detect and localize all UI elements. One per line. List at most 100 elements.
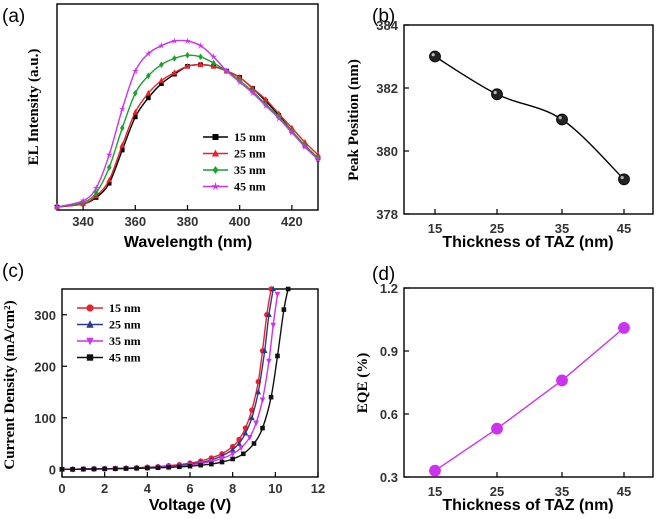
panel-d-point-45 bbox=[618, 321, 630, 334]
panel-c-point-45-nm-11 bbox=[177, 464, 182, 470]
panel-c-jv-curves: (c) 0 2 4 6 8 10 12 0 100 200 300 15 nm 25 nm 35 nm 4… bbox=[2, 261, 325, 514]
panel-a-point-35-nm-8 bbox=[172, 55, 177, 62]
panel-a-legend-label-15-nm: 15 nm bbox=[234, 130, 266, 144]
panel-a-point-45-nm-6 bbox=[144, 49, 152, 57]
panel-b-x-tick-label-15: 15 bbox=[428, 221, 442, 236]
panel-c-point-45-nm-0 bbox=[59, 466, 65, 472]
panel-c-point-45-nm-21 bbox=[275, 353, 280, 359]
panel-a-legend-label-35-nm: 35 nm bbox=[234, 163, 266, 177]
panel-d-x-tick-label-15: 15 bbox=[428, 484, 442, 499]
panel-a-x-tick-label-400: 400 bbox=[229, 214, 251, 229]
panel-c-point-25-nm-21 bbox=[261, 347, 268, 354]
panel-a-point-25-nm-6 bbox=[145, 89, 152, 96]
panel-b-point-highlight-15 bbox=[431, 53, 435, 57]
panel-b-point-35 bbox=[556, 113, 568, 126]
panel-a-point-45-nm-2 bbox=[92, 184, 100, 192]
panel-b-series bbox=[429, 50, 630, 186]
panel-c-point-35-nm-16 bbox=[229, 451, 236, 458]
panel-c-point-25-nm-23 bbox=[270, 285, 276, 292]
panel-b-ticks: 378 380 382 384 15 25 35 45 bbox=[376, 18, 631, 236]
panel-a-point-45-nm-10 bbox=[196, 41, 205, 49]
panel-c-point-45-nm-5 bbox=[113, 466, 118, 472]
panel-a-point-25-nm-4 bbox=[119, 142, 126, 148]
panel-a-legend: 15 nm 25 nm 35 nm 45 nm bbox=[203, 130, 266, 194]
panel-a-frame bbox=[56, 3, 319, 211]
panel-a-point-45-nm-18 bbox=[301, 143, 309, 150]
panel-c-point-25-nm-17 bbox=[236, 440, 242, 446]
panel-b-y-tick-label-378: 378 bbox=[376, 207, 398, 222]
panel-c-y-axis-label: Current Density (mA/cm²) bbox=[2, 300, 18, 469]
panel-c-point-45-nm-7 bbox=[134, 466, 139, 471]
panel-c-point-45-nm-10 bbox=[166, 465, 171, 470]
panel-a-legend-marker-15-nm bbox=[212, 134, 219, 140]
panel-a-point-45-nm-8 bbox=[170, 37, 179, 45]
panel-a-line-35-nm bbox=[56, 54, 319, 208]
panel-a-point-35-nm-6 bbox=[146, 72, 151, 80]
panel-c-point-45-nm-4 bbox=[102, 466, 107, 472]
panel-d-frame bbox=[403, 287, 654, 478]
panel-a-point-25-nm-9 bbox=[184, 62, 191, 69]
panel-c-series bbox=[59, 285, 291, 473]
panel-a-point-15-nm-6 bbox=[146, 95, 151, 101]
panel-a-point-45-nm-16 bbox=[275, 114, 283, 122]
panel-a-legend-marker-45-nm bbox=[211, 182, 220, 191]
panel-a-point-35-nm-10 bbox=[198, 53, 203, 61]
panel-a-point-15-nm-5 bbox=[133, 114, 138, 120]
panel-b-label: (b) bbox=[372, 6, 395, 27]
panel-d-point-15 bbox=[429, 464, 441, 477]
panel-c-line-35-nm bbox=[62, 294, 279, 471]
panel-c-legend-marker-15-nm bbox=[86, 304, 94, 312]
panel-a-x-tick-label-420: 420 bbox=[281, 214, 303, 229]
panel-d-y-axis-label: EQE (%) bbox=[355, 353, 371, 413]
panel-c-ticks: 0 2 4 6 8 10 12 0 100 200 300 bbox=[34, 308, 325, 496]
panel-c-x-tick-label-4: 4 bbox=[144, 481, 152, 496]
panel-a-point-45-nm-19 bbox=[314, 155, 322, 163]
panel-c-point-35-nm-22 bbox=[270, 322, 276, 329]
panel-a-legend-marker-25-nm bbox=[212, 149, 219, 157]
panel-a-point-25-nm-3 bbox=[106, 176, 112, 183]
panel-c-point-35-nm-20 bbox=[259, 397, 266, 404]
panel-a-point-45-nm-17 bbox=[288, 128, 296, 136]
panel-c-point-35-nm-18 bbox=[246, 435, 253, 441]
panel-c-legend: 15 nm 25 nm 35 nm 45 nm bbox=[77, 301, 141, 365]
panel-c-x-tick-label-6: 6 bbox=[186, 481, 193, 496]
panel-c-point-45-nm-17 bbox=[241, 451, 246, 457]
panel-c-legend-marker-35-nm bbox=[86, 337, 94, 346]
panel-a-point-45-nm-4 bbox=[118, 105, 126, 113]
panel-a-point-45-nm-14 bbox=[249, 89, 257, 97]
panel-a-point-45-nm-12 bbox=[223, 67, 231, 75]
panel-a-point-45-nm-0 bbox=[53, 203, 61, 211]
panel-d-ticks: 0.3 0.6 0.9 1.2 15 25 35 45 bbox=[380, 281, 631, 499]
panel-a-legend-marker-35-nm bbox=[212, 166, 219, 174]
panel-a-el-spectra: (a) 340 360 380 400 420 15 nm 25 nm 35 nm 45 nm… bbox=[2, 3, 322, 251]
panel-b-point-15 bbox=[429, 50, 441, 63]
panel-a-point-25-nm-7 bbox=[158, 77, 165, 83]
panel-a-point-35-nm-5 bbox=[133, 89, 138, 97]
panel-c-x-tick-label-10: 10 bbox=[268, 481, 282, 496]
panel-b-point-highlight-35 bbox=[558, 116, 562, 120]
panel-d-point-35 bbox=[556, 374, 568, 387]
panel-c-point-45-nm-13 bbox=[198, 462, 203, 468]
panel-a-point-45-nm-1 bbox=[79, 196, 87, 204]
panel-c-point-45-nm-16 bbox=[230, 456, 235, 462]
panel-c-point-25-nm-19 bbox=[249, 414, 255, 421]
panel-c-legend-label-15-nm: 15 nm bbox=[109, 301, 141, 315]
panel-a-x-tick-label-360: 360 bbox=[124, 214, 146, 229]
panel-a-point-15-nm-3 bbox=[106, 180, 112, 186]
panel-b-y-axis-label: Peak Position (nm) bbox=[346, 59, 362, 181]
panel-a-point-25-nm-10 bbox=[197, 61, 204, 68]
panel-c-y-tick-label-100: 100 bbox=[34, 411, 56, 426]
panel-b-point-45 bbox=[618, 173, 630, 186]
panel-b-line bbox=[434, 55, 625, 180]
panel-c-point-45-nm-19 bbox=[260, 425, 265, 431]
panel-c-x-tick-label-0: 0 bbox=[58, 481, 65, 496]
panel-b-x-tick-label-35: 35 bbox=[555, 221, 569, 236]
panel-c-point-35-nm-17 bbox=[238, 445, 244, 451]
panel-c-point-45-nm-23 bbox=[285, 286, 291, 292]
panel-d-y-tick-label-0.9: 0.9 bbox=[380, 344, 398, 359]
panel-c-point-25-nm-22 bbox=[266, 311, 272, 318]
panel-a-line-25-nm bbox=[56, 63, 319, 208]
panel-a-point-35-nm-7 bbox=[159, 61, 164, 69]
panel-c-point-45-nm-15 bbox=[219, 459, 225, 465]
